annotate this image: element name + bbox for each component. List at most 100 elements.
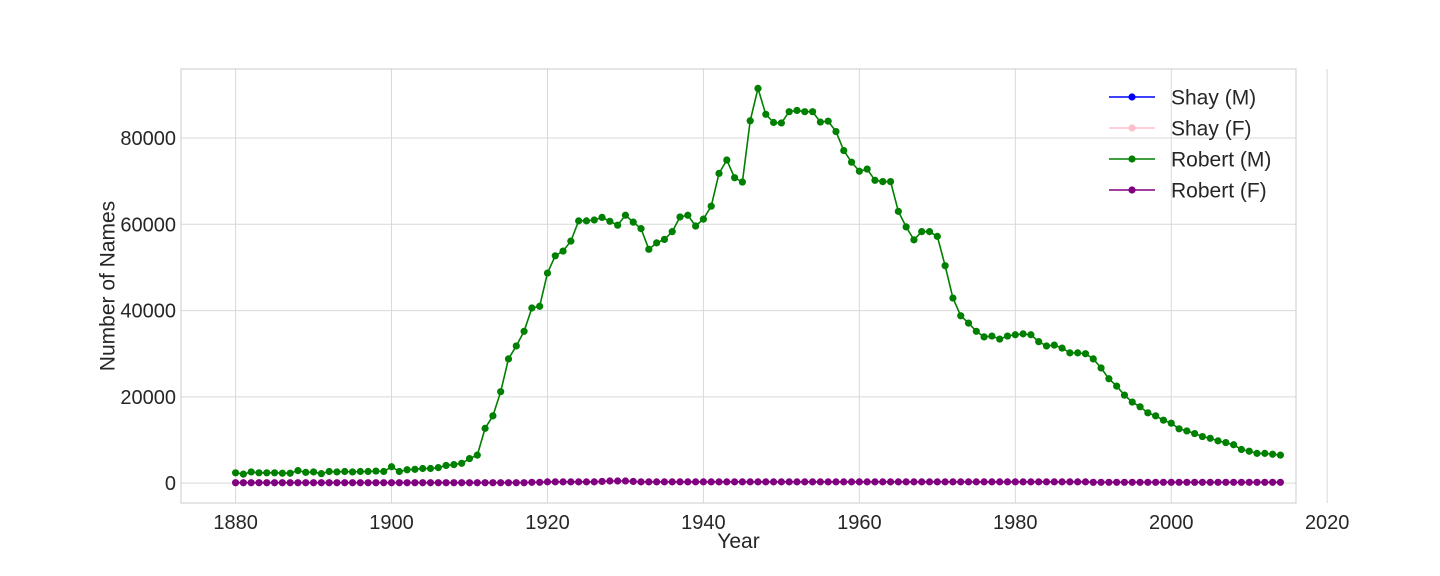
data-point xyxy=(1120,478,1129,486)
data-point xyxy=(1097,364,1105,372)
data-point xyxy=(808,478,817,486)
data-point xyxy=(972,478,980,486)
data-point xyxy=(543,478,552,486)
data-point xyxy=(1230,441,1238,449)
data-point xyxy=(808,108,817,116)
data-point xyxy=(1269,478,1277,486)
data-point xyxy=(707,478,715,486)
series-lines xyxy=(231,84,1285,487)
series-line-robert-m xyxy=(235,85,1281,475)
data-point xyxy=(1074,478,1082,486)
data-point xyxy=(1183,427,1191,435)
data-point xyxy=(434,464,442,472)
data-point xyxy=(980,333,988,341)
data-point xyxy=(692,222,700,230)
data-point xyxy=(1261,449,1269,457)
data-point xyxy=(1027,478,1035,486)
data-point xyxy=(645,478,653,486)
data-point xyxy=(1120,391,1129,399)
data-point xyxy=(567,478,575,486)
data-point xyxy=(918,478,926,486)
data-point xyxy=(567,237,575,245)
data-point xyxy=(489,412,497,420)
data-point xyxy=(247,479,255,487)
data-point xyxy=(348,468,357,476)
data-point xyxy=(902,478,910,486)
x-tick-label: 1940 xyxy=(681,512,726,534)
legend: Shay (M) Shay (F) Robert (M) Robert (F) xyxy=(1109,87,1271,203)
data-point xyxy=(504,479,513,487)
data-point xyxy=(286,479,294,487)
data-point xyxy=(497,479,505,487)
data-point xyxy=(239,479,247,487)
data-point xyxy=(419,464,427,473)
data-point xyxy=(1027,331,1035,339)
data-point xyxy=(1152,478,1160,486)
data-point xyxy=(980,478,988,486)
data-point xyxy=(1253,478,1261,486)
data-point xyxy=(629,477,637,486)
data-point xyxy=(746,478,754,486)
data-point xyxy=(528,478,536,486)
data-point xyxy=(653,478,661,486)
data-point xyxy=(668,228,676,236)
data-point xyxy=(380,467,388,476)
data-point xyxy=(699,215,708,223)
data-point xyxy=(996,478,1004,486)
data-point xyxy=(1019,478,1027,486)
data-point xyxy=(1105,375,1113,383)
series-robert-m xyxy=(231,84,1285,478)
data-point xyxy=(964,319,973,327)
data-point xyxy=(1081,478,1090,486)
data-point xyxy=(489,479,497,487)
data-point xyxy=(949,294,957,302)
data-point xyxy=(512,342,520,350)
data-point xyxy=(590,478,598,486)
data-point xyxy=(403,466,411,474)
data-point xyxy=(723,478,731,486)
x-tick-label: 1900 xyxy=(369,512,414,534)
data-point xyxy=(426,479,435,487)
data-point xyxy=(715,478,723,486)
data-point xyxy=(785,478,793,486)
data-point xyxy=(582,217,591,225)
data-point xyxy=(520,327,528,335)
data-point xyxy=(606,217,614,225)
data-point xyxy=(964,478,973,486)
data-point xyxy=(309,468,318,476)
data-point xyxy=(559,247,567,255)
data-point xyxy=(239,470,247,478)
data-point xyxy=(1097,478,1105,486)
data-point xyxy=(933,478,941,486)
data-point xyxy=(263,479,271,487)
data-point xyxy=(1003,332,1012,340)
data-point xyxy=(949,478,957,486)
data-point xyxy=(497,388,505,396)
data-point xyxy=(731,174,739,182)
data-point xyxy=(1237,445,1246,454)
y-axis-ticks: 0 20000 40000 60000 80000 xyxy=(120,128,176,495)
data-point xyxy=(824,478,832,486)
data-point xyxy=(668,478,676,486)
data-point xyxy=(1035,338,1043,346)
data-point xyxy=(847,478,856,486)
data-point xyxy=(1066,478,1074,486)
data-point xyxy=(1198,478,1207,486)
data-point xyxy=(1089,355,1097,363)
plot-frame xyxy=(180,68,1297,504)
data-point xyxy=(832,478,840,486)
data-point xyxy=(263,469,271,477)
data-point xyxy=(957,312,965,320)
data-point xyxy=(660,235,669,244)
data-point xyxy=(309,479,318,487)
data-point xyxy=(1159,478,1168,486)
data-point xyxy=(434,479,442,487)
legend-marker xyxy=(1128,155,1136,163)
data-point xyxy=(442,479,450,487)
data-point xyxy=(302,468,310,476)
data-point xyxy=(1245,447,1253,455)
data-point xyxy=(902,223,910,231)
data-point xyxy=(1152,412,1160,420)
legend-marker xyxy=(1128,124,1136,132)
